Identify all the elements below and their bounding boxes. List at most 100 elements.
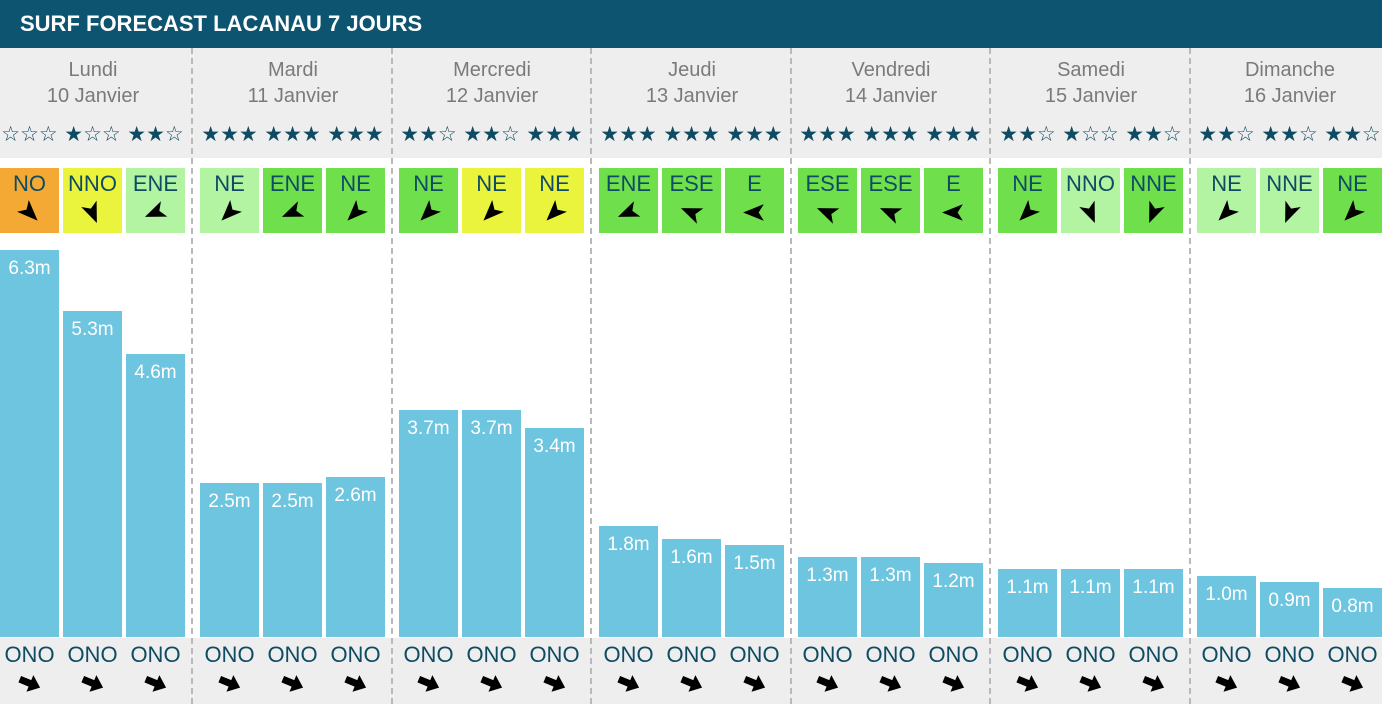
star-filled-icon: ★ [283,122,302,146]
star-filled-icon: ★ [881,122,900,146]
wave-height-bar: 5.3m [63,311,122,637]
star-rating: ★★☆ [399,122,458,146]
star-rating: ★★★ [662,122,721,146]
star-filled-icon: ★ [999,122,1019,146]
day-name: Dimanche [1244,59,1336,81]
wind-box: NE [462,168,521,233]
wave-height-label: 1.1m [1006,577,1049,599]
swell-arrow-icon [1142,675,1165,692]
wind-box: ENE [599,168,658,233]
wind-box: ENE [263,168,322,233]
star-filled-icon: ★ [1343,122,1362,146]
swell-arrow-icon [480,675,503,692]
star-filled-icon: ★ [563,122,583,146]
wave-height-label: 5.3m [71,319,114,341]
swell-direction-band [0,638,1382,704]
wave-height-label: 2.6m [334,485,377,507]
star-filled-icon: ★ [818,122,837,146]
wind-arrow-icon [546,200,567,221]
wind-direction-label: NE [476,171,507,196]
wave-height-bar: 6.3m [0,250,59,637]
day-name: Samedi [1057,59,1125,81]
star-filled-icon: ★ [327,122,347,146]
star-filled-icon: ★ [763,122,783,146]
day-separator [590,48,592,704]
star-filled-icon: ★ [700,122,720,146]
wave-height-bar: 1.1m [1061,569,1120,637]
wind-arrow-icon [1079,200,1095,224]
wave-height-bar: 1.1m [1124,569,1183,637]
wave-height-label: 1.8m [607,534,650,556]
wind-direction-label: NE [1211,171,1242,196]
star-rating: ★★★ [798,122,857,146]
star-empty-icon: ☆ [1081,122,1100,146]
day-separator [191,48,193,704]
day-separator [989,48,991,704]
swell-direction-label: ONO [928,642,979,667]
star-rating: ★★★ [599,122,658,146]
wind-arrow-icon [17,200,38,221]
wind-direction-label: NE [214,171,245,196]
star-empty-icon: ☆ [1162,122,1182,146]
star-filled-icon: ★ [364,122,384,146]
wind-arrow-icon [680,208,704,224]
swell-arrow-icon [1215,675,1238,692]
star-filled-icon: ★ [682,122,701,146]
star-rating: ★★★ [861,122,920,146]
day-date: 10 Janvier [46,85,140,107]
wave-height-label: 2.5m [208,491,251,513]
wind-arrow-icon [1218,200,1239,221]
wave-height-bar: 1.5m [725,544,784,637]
wave-height-bar: 1.2m [924,563,983,637]
wind-direction-label: NNE [1130,171,1177,196]
day-header-band [0,48,1382,158]
star-empty-icon: ☆ [83,122,102,146]
star-rating: ☆☆☆ [0,122,59,146]
star-filled-icon: ★ [264,122,284,146]
star-rating: ★★☆ [126,122,185,146]
wind-direction-label: ENE [605,171,652,196]
wind-box: NE [200,168,259,233]
star-empty-icon: ☆ [1298,122,1318,146]
star-rating: ★☆☆ [1061,122,1120,146]
wind-direction-label: NNO [68,171,117,196]
star-filled-icon: ★ [899,122,919,146]
swell-arrow-icon [617,675,640,692]
star-filled-icon: ★ [726,122,746,146]
day-date: 15 Janvier [1044,85,1138,107]
star-filled-icon: ★ [1198,122,1218,146]
wind-direction-label: ENE [269,171,316,196]
star-filled-icon: ★ [600,122,620,146]
wave-height-label: 3.7m [470,417,513,439]
star-rating: ★★★ [326,122,385,146]
wind-arrow-icon [617,201,641,217]
day-date: 16 Janvier [1243,85,1337,107]
forecast-title: SURF FORECAST LACANAU 7 JOURS [20,11,423,36]
wind-box: NE [998,168,1057,233]
wind-direction-label: NO [13,171,46,196]
star-filled-icon: ★ [526,122,546,146]
swell-arrow-icon [1278,675,1301,692]
day-column: Samedi 15 Janvier ★★☆ NE 1.1m ONO ★☆☆ NNO 1.1m ON… [998,48,1184,704]
swell-direction-label: ONO [666,642,717,667]
star-filled-icon: ★ [346,122,365,146]
wave-height-bar: 2.5m [263,483,322,637]
star-empty-icon: ☆ [1361,122,1381,146]
wave-height-label: 4.6m [134,362,177,384]
star-filled-icon: ★ [862,122,882,146]
star-empty-icon: ☆ [1,122,21,146]
wind-arrow-icon [347,200,368,221]
day-column: Lundi 10 Janvier ☆☆☆ NO 6.3m ONO ★☆☆ NNO 5.3m ONO… [0,48,186,704]
star-empty-icon: ☆ [1036,122,1056,146]
star-filled-icon: ★ [745,122,764,146]
star-filled-icon: ★ [463,122,483,146]
wave-height-bar: 3.7m [462,409,521,637]
swell-arrow-icon [879,675,902,692]
swell-direction-label: ONO [603,642,654,667]
wind-box: NNE [1124,168,1183,233]
wind-box: E [924,168,983,233]
wind-arrow-icon [879,208,903,224]
wave-height-label: 1.3m [869,565,912,587]
wind-direction-label: ESE [669,171,714,196]
star-filled-icon: ★ [1125,122,1145,146]
